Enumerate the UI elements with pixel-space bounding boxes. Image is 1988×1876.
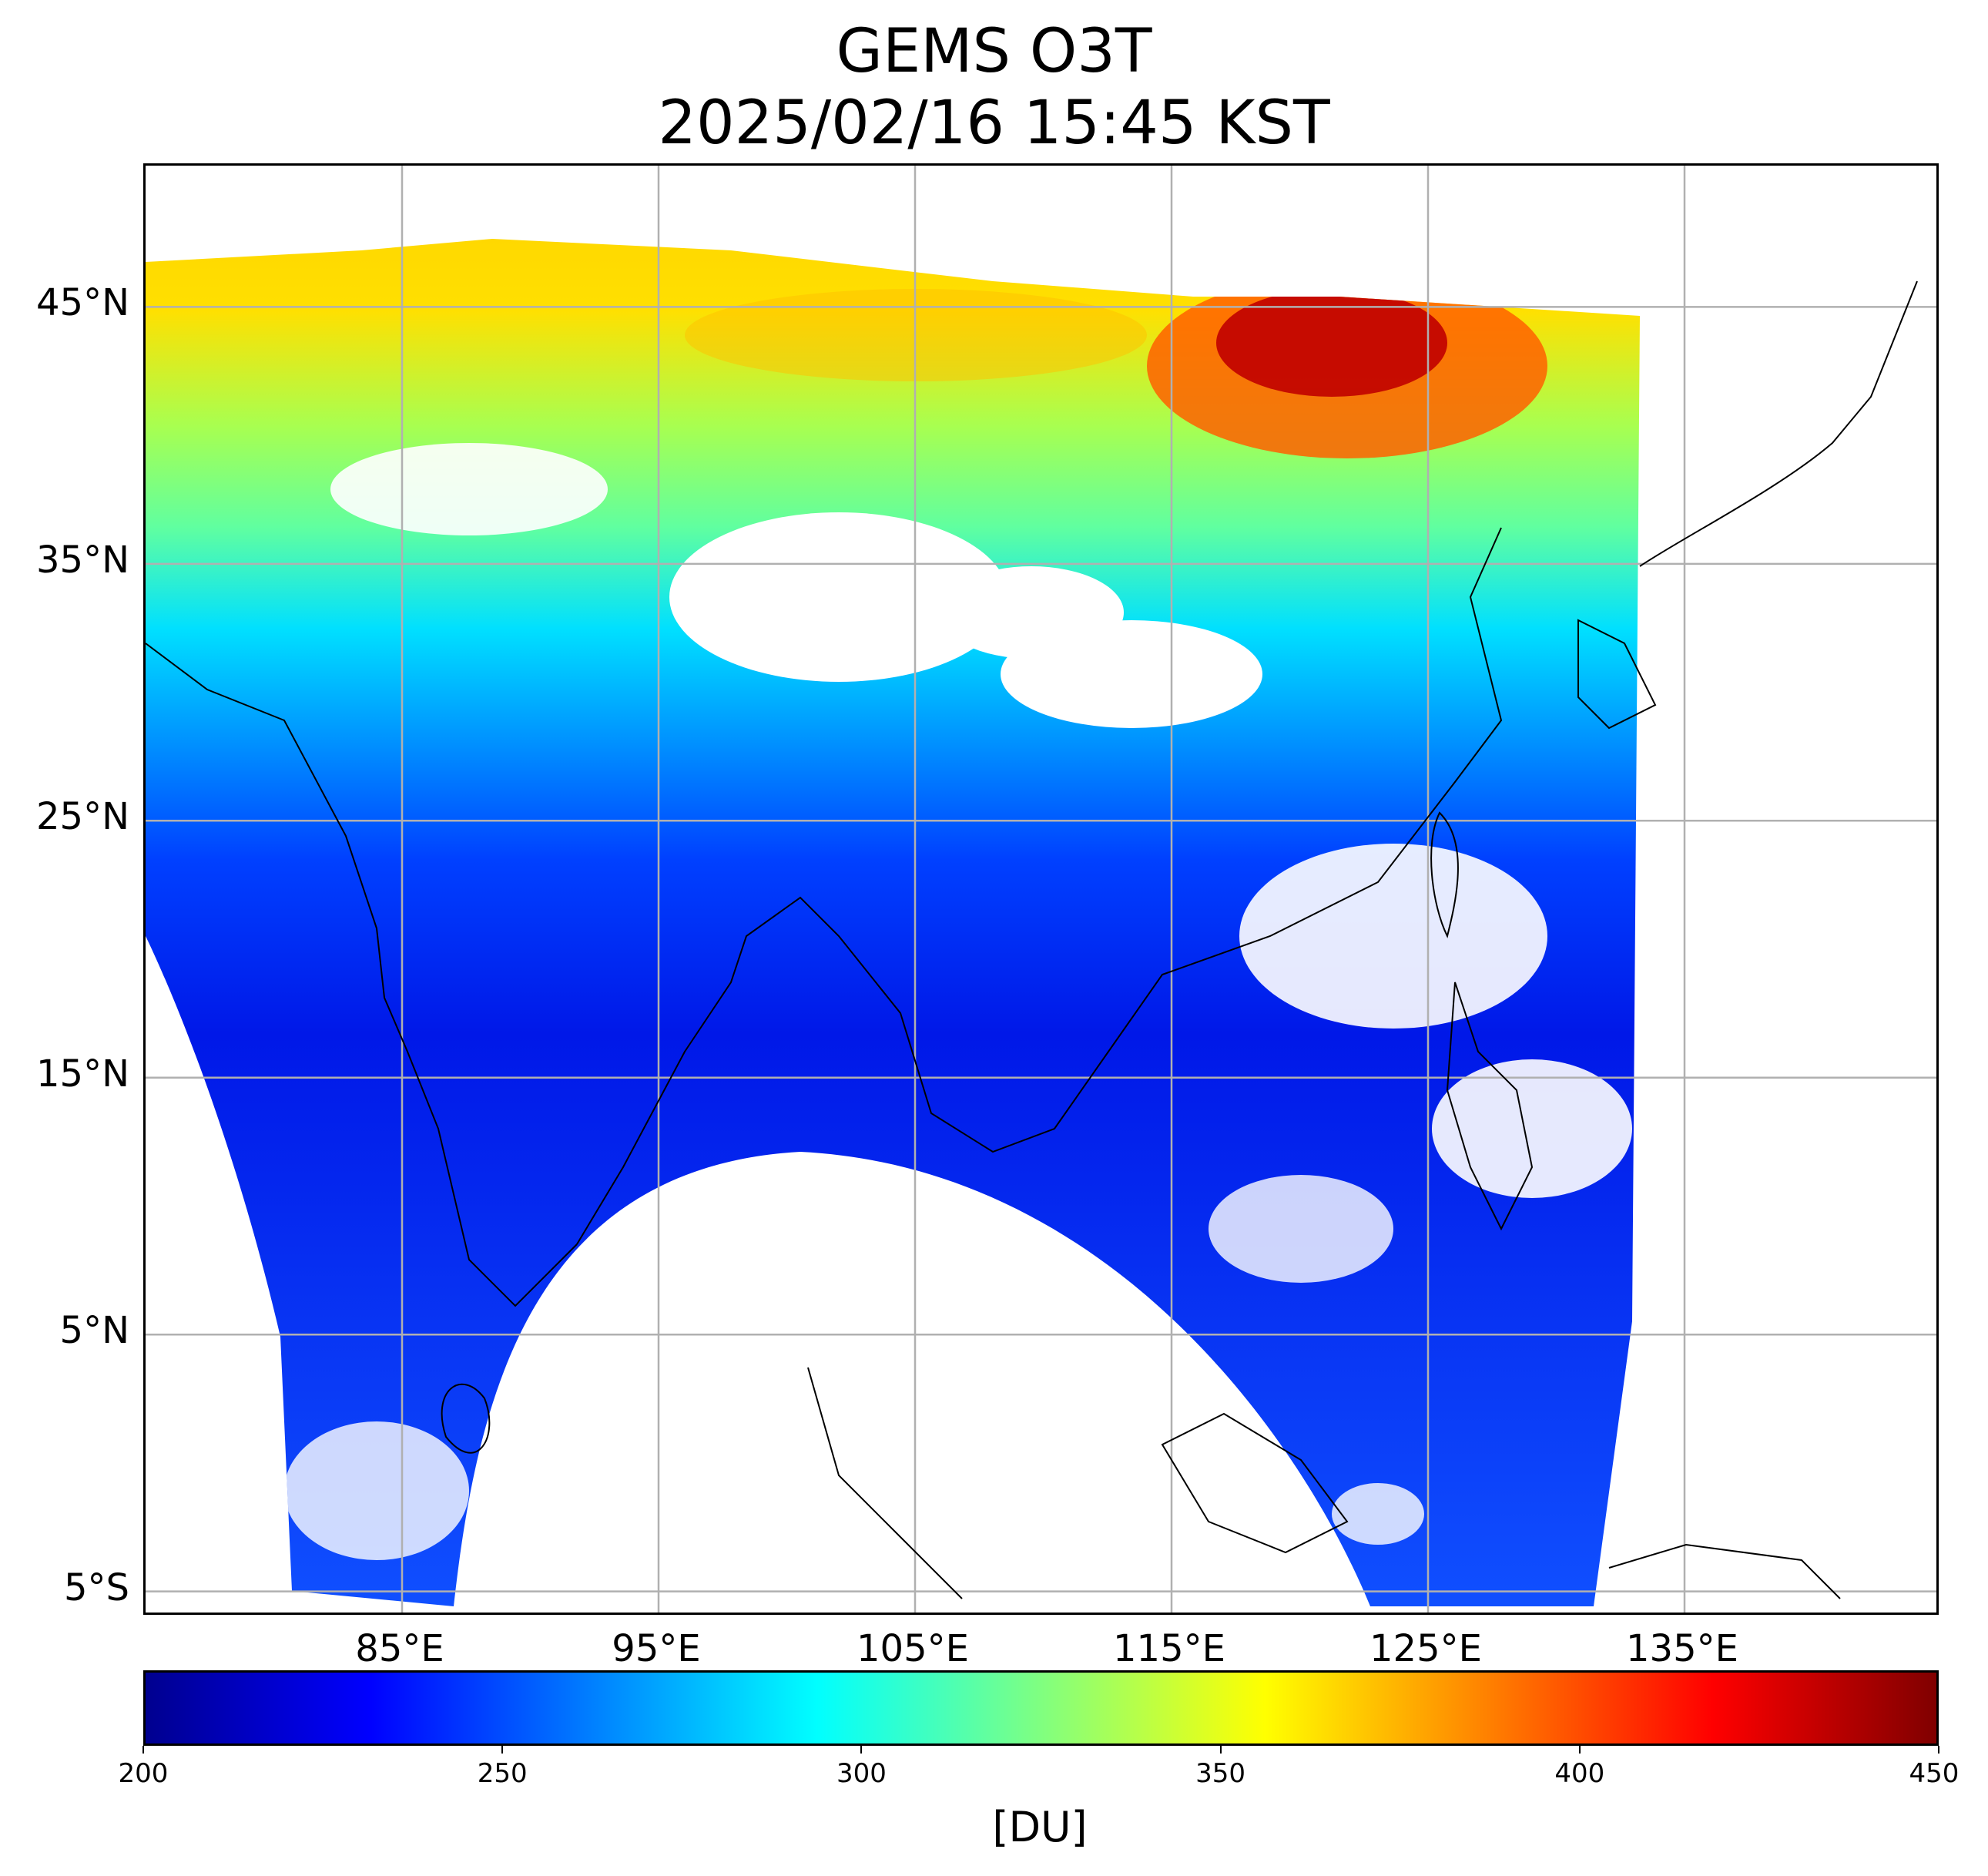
graticule [146, 166, 1936, 1613]
latitude-tick-label: 5°N [59, 1309, 129, 1353]
longitude-tick-label: 105°E [857, 1627, 969, 1670]
ozone-swath [146, 239, 1640, 1606]
colorbar-tick-label: 450 [1909, 1758, 1960, 1789]
colorbar-tick-label: 250 [477, 1758, 528, 1789]
latitude-tick-label: 5°S [63, 1566, 129, 1609]
chart-title: GEMS O3T [836, 17, 1152, 86]
colorbar-tick-label: 350 [1195, 1758, 1246, 1789]
colorbar-tick-label: 400 [1554, 1758, 1605, 1789]
colorbar-label: [DU] [992, 1803, 1088, 1851]
longitude-tick-label: 125°E [1369, 1627, 1482, 1670]
longitude-tick-label: 85°E [355, 1627, 444, 1670]
colorbar-tickmark [1578, 1746, 1581, 1754]
colorbar-tick-label: 200 [118, 1758, 169, 1789]
colorbar-tickmark [860, 1746, 863, 1754]
coastlines [146, 280, 1918, 1599]
colorbar-tickmark [1219, 1746, 1222, 1754]
colorbar-tickmark [1938, 1746, 1939, 1754]
longitude-tick-label: 95°E [612, 1627, 701, 1670]
colorbar [143, 1670, 1939, 1746]
colorbar-tickmark [142, 1746, 144, 1754]
latitude-tick-label: 45°N [36, 281, 129, 325]
latitude-tick-label: 35°N [36, 538, 129, 582]
latitude-tick-label: 25°N [36, 795, 129, 839]
chart-subtitle: 2025/02/16 15:45 KST [658, 89, 1330, 158]
ozone-map [146, 166, 1936, 1613]
latitude-tick-label: 15°N [36, 1052, 129, 1096]
longitude-tick-label: 115°E [1113, 1627, 1225, 1670]
colorbar-tick-label: 300 [836, 1758, 887, 1789]
colorbar-tickmark [501, 1746, 504, 1754]
map-plot-area [143, 163, 1939, 1615]
longitude-tick-label: 135°E [1626, 1627, 1738, 1670]
